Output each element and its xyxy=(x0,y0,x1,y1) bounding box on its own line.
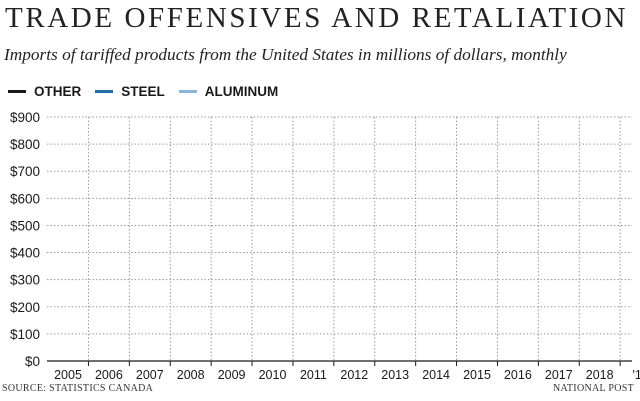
y-tick-label: $100 xyxy=(10,327,40,342)
x-tick-label: '19 xyxy=(632,368,640,382)
x-tick-label: 2009 xyxy=(218,368,246,382)
legend-swatch-steel xyxy=(95,89,114,93)
legend-item-steel: STEEL xyxy=(95,84,165,99)
x-tick-label: 2014 xyxy=(422,368,450,382)
source-note: SOURCE: STATISTICS CANADA xyxy=(2,383,154,394)
legend: OTHER STEEL ALUMINUM xyxy=(8,80,292,102)
legend-item-aluminum: ALUMINUM xyxy=(178,83,279,99)
x-tick-label: 2010 xyxy=(259,368,287,382)
x-tick-label: 2016 xyxy=(504,368,532,382)
x-tick-label: 2013 xyxy=(381,368,409,382)
y-tick-label: $800 xyxy=(10,137,40,152)
x-tick-label: 2018 xyxy=(586,368,614,382)
y-tick-label: $400 xyxy=(10,246,40,261)
x-tick-label: 2017 xyxy=(545,368,573,382)
x-tick-label: 2011 xyxy=(300,368,327,382)
y-tick-label: $300 xyxy=(10,273,40,288)
x-tick-label: 2008 xyxy=(177,368,205,382)
legend-swatch-aluminum xyxy=(178,89,197,93)
y-tick-label: $700 xyxy=(10,164,40,179)
x-tick-label: 2006 xyxy=(95,368,123,382)
y-tick-label: $900 xyxy=(10,110,40,125)
x-tick-label: 2007 xyxy=(136,368,164,382)
x-tick-label: 2015 xyxy=(463,368,491,382)
legend-label-aluminum: ALUMINUM xyxy=(204,83,279,99)
chart-subtitle: Imports of tariffed products from the Un… xyxy=(4,45,567,64)
legend-label-other: OTHER xyxy=(34,83,82,99)
legend-label-steel: STEEL xyxy=(121,83,165,99)
x-tick-label: 2012 xyxy=(340,368,368,382)
y-tick-label: $0 xyxy=(25,354,40,369)
legend-item-other: OTHER xyxy=(8,84,81,99)
x-tick-label: 2005 xyxy=(54,368,82,382)
chart-title: TRADE OFFENSIVES AND RETALIATION xyxy=(5,2,629,34)
y-tick-label: $600 xyxy=(10,191,40,206)
credit-note: NATIONAL POST xyxy=(552,383,634,394)
y-tick-label: $500 xyxy=(10,218,40,233)
y-tick-label: $200 xyxy=(10,300,40,315)
legend-swatch-other xyxy=(8,89,26,93)
